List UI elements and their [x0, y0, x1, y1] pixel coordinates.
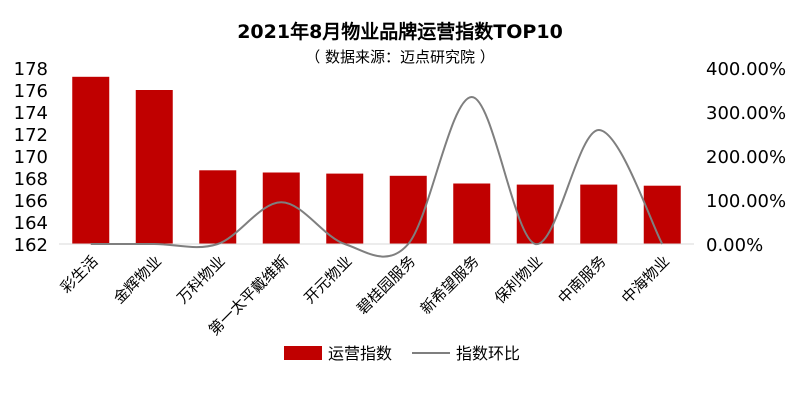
- category-label: 彩生活: [57, 252, 102, 297]
- left-tick-label: 168: [14, 169, 48, 190]
- left-tick-label: 166: [14, 191, 48, 212]
- bar: [135, 90, 173, 244]
- right-tick-label: 400.00%: [706, 59, 786, 80]
- category-label: 保利物业: [491, 252, 546, 307]
- line-series-index-change: [90, 96, 664, 258]
- legend-line-label: 指数环比: [456, 344, 520, 363]
- chart-subtitle: （ 数据来源：迈点研究院 ）: [305, 48, 495, 66]
- bar: [72, 76, 110, 244]
- legend-bar-label: 运营指数: [328, 344, 392, 363]
- right-tick-label: 200.00%: [706, 147, 786, 168]
- chart-title: 2021年8月物业品牌运营指数TOP10: [237, 20, 563, 43]
- left-tick-label: 178: [14, 59, 48, 80]
- category-label: 中海物业: [618, 252, 673, 307]
- left-tick-label: 164: [14, 213, 48, 234]
- legend-bar-swatch: [284, 346, 322, 360]
- category-label: 中南服务: [554, 252, 609, 307]
- bar: [389, 175, 427, 244]
- category-label: 新希望服务: [417, 252, 483, 318]
- category-label: 万科物业: [173, 252, 228, 307]
- left-tick-label: 170: [14, 147, 48, 168]
- category-label: 金辉物业: [110, 252, 165, 307]
- category-label: 碧桂园服务: [353, 252, 419, 318]
- left-tick-label: 162: [14, 235, 48, 256]
- bar: [453, 183, 491, 244]
- bar: [580, 184, 618, 244]
- right-tick-label: 300.00%: [706, 103, 786, 124]
- right-tick-label: 100.00%: [706, 191, 786, 212]
- category-label: 开元物业: [300, 252, 355, 307]
- right-tick-label: 0.00%: [706, 235, 763, 256]
- left-tick-label: 176: [14, 81, 48, 102]
- left-tick-label: 174: [14, 103, 48, 124]
- bar: [326, 173, 364, 244]
- bar: [262, 172, 300, 244]
- bar: [199, 170, 237, 244]
- left-tick-label: 172: [14, 125, 48, 146]
